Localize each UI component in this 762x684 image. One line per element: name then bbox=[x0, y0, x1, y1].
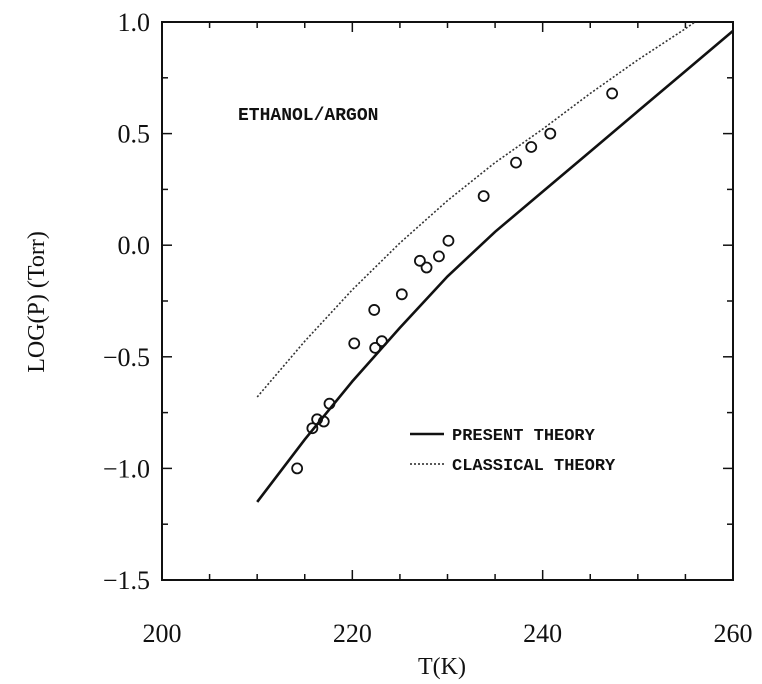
data-point bbox=[311, 413, 324, 426]
data-point bbox=[369, 341, 382, 354]
present-theory-line bbox=[256, 29, 734, 503]
data-point bbox=[544, 127, 557, 140]
data-point bbox=[477, 190, 490, 202]
y-tick-label: 1.0 bbox=[118, 8, 151, 37]
legend-classical-label: CLASSICAL THEORY bbox=[452, 457, 616, 476]
data-point bbox=[323, 397, 336, 410]
x-tick-label: 260 bbox=[714, 619, 753, 648]
data-point bbox=[348, 337, 361, 350]
data-point bbox=[317, 415, 330, 428]
data-point bbox=[510, 156, 522, 169]
classical-theory-line bbox=[256, 21, 696, 398]
data-point bbox=[368, 304, 381, 316]
data-point bbox=[442, 234, 455, 247]
data-point bbox=[433, 250, 445, 263]
data-point bbox=[291, 462, 304, 475]
legend-present-label: PRESENT THEORY bbox=[452, 427, 596, 446]
y-tick-label: −1.0 bbox=[103, 454, 150, 483]
y-tick-label: −0.5 bbox=[103, 343, 150, 372]
x-tick-label: 240 bbox=[523, 619, 562, 648]
y-tick-label: 0.5 bbox=[118, 120, 151, 149]
y-tick-label: 0.0 bbox=[118, 231, 151, 260]
x-axis-label: T(K) bbox=[418, 654, 466, 680]
data-point bbox=[414, 254, 426, 267]
legend: PRESENT THEORY CLASSICAL THEORY bbox=[410, 427, 616, 476]
annotation-label: ETHANOL/ARGON bbox=[238, 106, 378, 126]
data-point bbox=[375, 335, 388, 348]
data-point bbox=[306, 422, 319, 435]
data-point bbox=[606, 87, 619, 100]
data-point bbox=[420, 261, 433, 274]
x-tick-label: 200 bbox=[143, 619, 182, 648]
plot-area: 200 220 240 260 1.0 0.5 0.0 −0.5 −1.0 −1.5 bbox=[103, 8, 753, 648]
y-tick-label: −1.5 bbox=[103, 566, 150, 595]
x-tick-label: 220 bbox=[333, 619, 372, 648]
data-point bbox=[395, 288, 408, 301]
y-axis-label: LOG(P) (Torr) bbox=[24, 231, 50, 373]
data-point bbox=[525, 141, 538, 153]
